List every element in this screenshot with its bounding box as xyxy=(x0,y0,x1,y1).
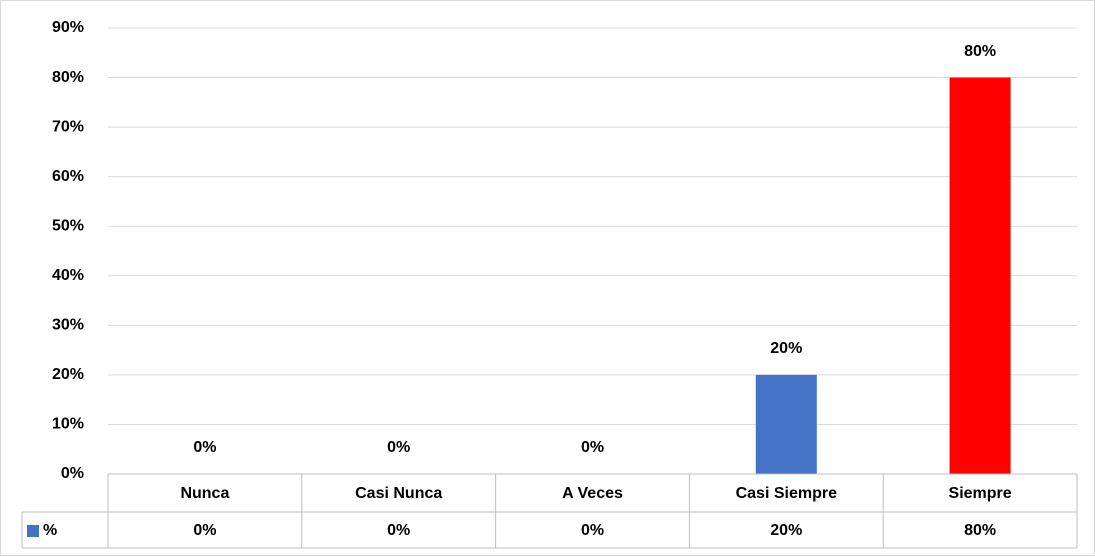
y-tick-label: 50% xyxy=(52,217,84,234)
legend-key xyxy=(27,525,39,537)
table-value: 0% xyxy=(193,522,216,539)
data-label: 0% xyxy=(581,439,604,456)
y-tick-label: 80% xyxy=(52,69,84,86)
data-label: 0% xyxy=(193,439,216,456)
data-label: 0% xyxy=(387,439,410,456)
x-tick-label: Siempre xyxy=(949,485,1012,502)
y-tick-label: 40% xyxy=(52,267,84,284)
y-tick-label: 30% xyxy=(52,317,84,334)
data-label: 20% xyxy=(770,340,802,357)
data-label: 80% xyxy=(964,43,996,60)
x-tick-label: Casi Siempre xyxy=(736,485,837,502)
table-value: 0% xyxy=(387,522,410,539)
y-tick-label: 0% xyxy=(61,465,84,482)
table-value: 80% xyxy=(964,522,996,539)
x-tick-label: A Veces xyxy=(562,485,623,502)
table-value: 0% xyxy=(581,522,604,539)
table-value: 20% xyxy=(770,522,802,539)
x-tick-label: Nunca xyxy=(180,485,229,502)
y-tick-label: 70% xyxy=(52,118,84,135)
y-tick-label: 20% xyxy=(52,366,84,383)
legend-label: % xyxy=(43,522,57,539)
y-tick-label: 60% xyxy=(52,168,84,185)
bar xyxy=(949,77,1011,475)
x-tick-label: Casi Nunca xyxy=(355,485,442,502)
bar xyxy=(755,374,817,474)
y-tick-label: 10% xyxy=(52,416,84,433)
y-tick-label: 90% xyxy=(52,19,84,36)
